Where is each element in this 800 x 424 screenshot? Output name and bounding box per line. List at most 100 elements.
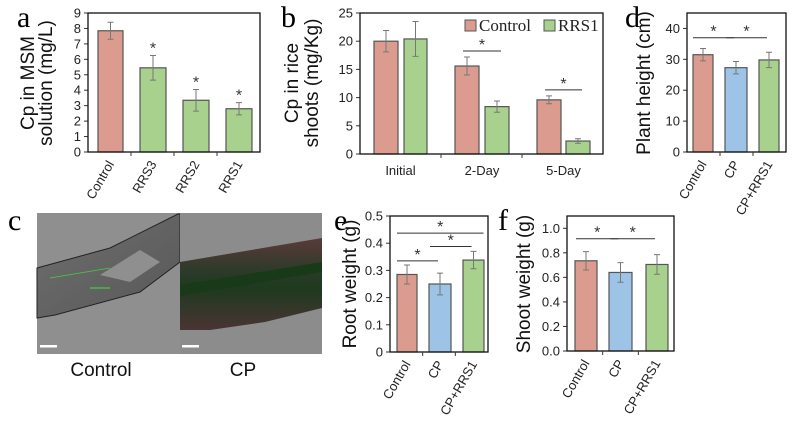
y-tick-label: 15 [339,62,353,77]
significance-star: * [437,219,443,236]
significance-star: * [560,76,566,93]
panel-label-c: c [8,204,21,237]
error-bar [383,29,389,53]
error-bar [150,54,156,81]
y-axis-label: Cp in MSM [18,36,39,130]
error-bar [733,60,739,75]
bar-cp+rrs1 [758,59,780,153]
panel-b-chart: b Cp in rice shoots (mg/Kg) 0 5 10 15 20 25 Contr… [281,1,604,178]
bar-cp [608,271,633,352]
bar-control [97,30,124,153]
significance-star: * [594,225,600,242]
y-tick-label: 9 [74,6,81,21]
significance-star: * [630,225,636,242]
legend-label: RRS1 [558,16,599,35]
y-tick-label: 0.1 [365,317,383,332]
micrograph-cp [180,213,322,354]
x-tick-label: Control [559,357,593,401]
plot-frame [359,12,604,155]
y-tick-label: 0.0 [542,344,560,359]
y-tick-label: 0.3 [365,263,383,278]
significance-star: * [479,37,485,54]
x-tick-label: 5-Day [546,163,581,178]
panel-label-a: a [17,1,30,34]
legend-label: Control [479,16,531,35]
significance-star: * [236,88,242,105]
bar-rrs1 [484,106,510,155]
error-bar [437,272,443,296]
y-tick-label: 4 [74,83,81,98]
significance-star: * [414,247,420,264]
y-tick-label: 30 [666,52,680,67]
error-bar [193,88,199,112]
plot-frame [566,215,675,352]
y-tick-label: 0 [673,145,680,160]
y-tick-label: 2 [74,114,81,129]
error-bar [107,21,114,40]
y-tick-label: 0.4 [542,294,560,309]
y-tick-label: 10 [666,114,680,129]
panel-label-d: d [625,1,640,34]
error-bar [464,56,470,76]
y-tick-label: 0.6 [542,270,560,285]
x-tick-label: RRS1 [215,158,245,196]
bar-control [454,65,480,155]
y-tick-label: 6 [74,52,81,67]
legend-swatch [543,19,556,32]
bar-control [692,54,714,153]
error-bar [575,138,581,144]
y-axis-label: shoots (mg/Kg) [302,19,323,148]
y-axis-label: Shoot weight (g) [514,215,535,353]
y-axis-label: Cp in rice [282,43,303,123]
y-tick-label: 1.0 [542,221,560,236]
x-tick-label: CP [605,357,627,380]
bar-control [574,260,598,352]
y-tick-label: 8 [74,21,81,36]
legend-swatch [464,19,477,32]
error-bar [617,262,624,283]
y-tick-label: 0.2 [542,319,560,334]
error-bar [583,251,589,271]
y-tick-label: 0.2 [365,290,383,305]
error-bar [236,102,242,116]
x-tick-label: CP [721,158,743,181]
x-tick-label: RRS3 [129,158,159,196]
error-bar [700,48,706,62]
micrograph-label-cp: CP [230,360,256,381]
error-bar [546,95,552,105]
y-tick-label: 0.5 [365,209,383,224]
bar-rrs1 [225,108,253,153]
y-tick-label: 0 [74,145,81,160]
significance-star: * [193,74,199,91]
y-axis-label: solution (mg/L) [36,20,57,146]
panel-label-f: f [498,204,508,237]
bar-rrs3 [139,67,167,153]
x-tick-label: Initial [385,163,415,178]
y-tick-label: 20 [339,34,353,49]
x-tick-label: CP [425,358,447,381]
significance-star: * [710,24,716,41]
y-tick-label: 0.8 [542,245,560,260]
micrograph-label-control: Control [70,360,131,381]
bar-control [373,40,399,155]
x-tick-label: Control [83,158,117,202]
y-tick-label: 20 [666,83,680,98]
y-tick-label: 40 [666,21,680,36]
error-bar [470,250,477,270]
x-tick-label: 2-Day [465,163,500,178]
y-tick-label: 1 [74,129,81,144]
y-tick-label: 7 [74,36,81,51]
x-tick-label: Control [380,358,414,402]
y-axis-label: Root weight (g) [340,220,361,349]
y-tick-label: 5 [74,67,81,82]
bar-cp+rrs1 [645,263,669,352]
y-axis-label: Plant height (cm) [634,11,655,155]
significance-star: * [448,232,454,249]
significance-star: * [150,40,156,57]
x-tick-label: Control [676,158,710,202]
panel-label-e: e [334,204,347,237]
